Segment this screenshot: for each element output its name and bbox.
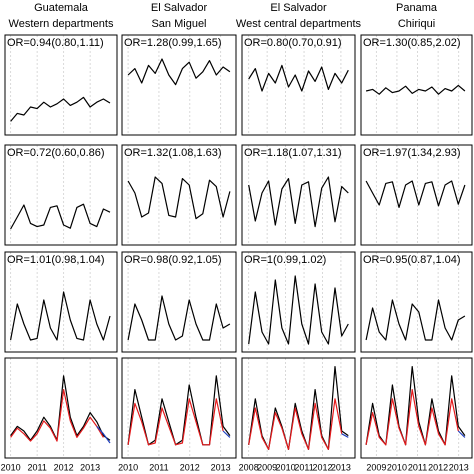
annotation: OR=0.98(0.92,1.05) <box>124 254 222 266</box>
panel-frame <box>360 357 473 459</box>
series-line <box>365 299 466 341</box>
annotation: OR=1.32(1.08,1.63) <box>124 147 222 159</box>
x-tick-label: 2010 <box>387 462 407 472</box>
column-title: Panama <box>396 2 438 14</box>
series-line <box>127 375 231 446</box>
x-tick-label: 2010 <box>276 462 296 472</box>
column-title: El Salvador <box>151 2 208 14</box>
series-line <box>127 176 231 220</box>
column-subtitle: West central departments <box>236 18 362 30</box>
column-subtitle: San Miguel <box>151 18 206 30</box>
panel-frame <box>121 144 237 246</box>
series-line <box>127 398 224 446</box>
column-title: El Salvador <box>270 2 327 14</box>
annotation: OR=0.72(0.60,0.86) <box>7 147 105 159</box>
annotation: OR=0.95(0.87,1.04) <box>363 254 461 266</box>
x-tick-label: 2011 <box>294 462 313 472</box>
panel-frame <box>360 144 473 246</box>
x-tick-label: 2013 <box>449 462 469 472</box>
panel-frame <box>360 34 473 136</box>
x-tick-label: 2013 <box>331 462 351 472</box>
series-line <box>457 430 466 438</box>
panel-frame <box>4 34 118 136</box>
series-line <box>248 275 349 345</box>
panel-frame <box>4 357 118 459</box>
x-tick-label: 2013 <box>211 462 231 472</box>
series-line <box>248 176 349 228</box>
series-line <box>127 58 231 86</box>
column-subtitle: Chiriqui <box>398 18 435 30</box>
series-line <box>127 295 231 341</box>
annotation: OR=0.80(0.70,0.91) <box>244 37 342 49</box>
series-line <box>96 426 111 444</box>
x-tick-label: 2012 <box>428 462 448 472</box>
series-line <box>10 203 111 230</box>
annotation: OR=1(0.99,1.02) <box>244 254 326 266</box>
x-tick-label: 2011 <box>149 462 168 472</box>
column-subtitle: Western departments <box>9 18 114 30</box>
panel-frame <box>241 251 356 353</box>
series-line <box>10 96 111 122</box>
x-tick-label: 2008 <box>239 462 259 472</box>
series-line <box>248 398 343 450</box>
series-line <box>248 64 349 92</box>
annotation: OR=1.97(1.34,2.93) <box>363 147 461 159</box>
panel-frame <box>241 357 356 459</box>
annotation: OR=1.30(0.85,2.02) <box>363 37 461 49</box>
series-line <box>365 180 466 208</box>
series-line <box>365 84 466 95</box>
panel-frame <box>121 34 237 136</box>
panel-frame <box>241 34 356 136</box>
panel-frame <box>121 357 237 459</box>
annotation: OR=1.18(1.07,1.31) <box>244 147 342 159</box>
x-tick-label: 2012 <box>54 462 74 472</box>
x-tick-label: 2009 <box>366 462 386 472</box>
panel-frame <box>4 144 118 246</box>
x-tick-label: 2012 <box>180 462 200 472</box>
series-line <box>10 291 111 341</box>
column-title: Guatemala <box>34 2 89 14</box>
x-tick-label: 2010 <box>1 462 21 472</box>
annotation: OR=1.28(0.99,1.65) <box>124 37 222 49</box>
panel-frame <box>121 251 237 353</box>
x-tick-label: 2009 <box>257 462 277 472</box>
annotation: OR=1.01(0.98,1.04) <box>7 254 105 266</box>
annotation: OR=0.94(0.80,1.11) <box>7 37 104 49</box>
x-tick-label: 2013 <box>80 462 100 472</box>
x-tick-label: 2010 <box>118 462 138 472</box>
series-line <box>10 389 104 442</box>
series-line <box>341 433 349 438</box>
series-line <box>10 375 111 441</box>
x-tick-label: 2011 <box>27 462 46 472</box>
x-tick-label: 2012 <box>312 462 332 472</box>
x-tick-label: 2011 <box>408 462 427 472</box>
panel-frame <box>241 144 356 246</box>
panel-frame <box>360 251 473 353</box>
panel-frame <box>4 251 118 353</box>
series-line <box>365 389 459 446</box>
series-line <box>222 430 231 438</box>
